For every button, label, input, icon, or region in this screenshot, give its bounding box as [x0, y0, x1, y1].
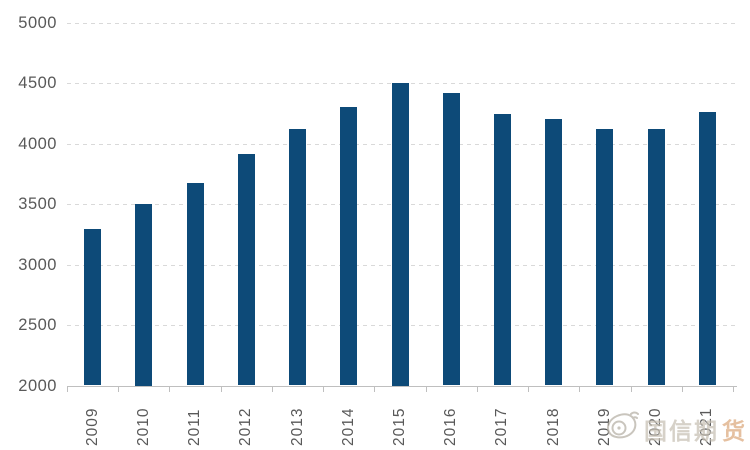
- x-tick-label: 2019: [595, 407, 613, 446]
- x-tick-label: 2014: [339, 407, 357, 446]
- x-axis-tick: [681, 386, 683, 392]
- y-tick-label: 5000: [18, 13, 57, 32]
- x-axis-tick: [169, 386, 171, 392]
- x-axis-tick: [425, 386, 427, 392]
- y-tick-label: 2000: [18, 376, 57, 395]
- bar-2018: [545, 119, 563, 386]
- x-tick-label: 2021: [698, 407, 716, 446]
- x-tick-label: 2016: [442, 407, 460, 446]
- x-tick-label: 2009: [83, 407, 101, 446]
- bar-2011: [186, 183, 204, 386]
- bar-2021: [698, 112, 716, 386]
- bar-2017: [493, 114, 511, 386]
- bar-2013: [289, 128, 307, 386]
- bar-2015: [391, 83, 409, 386]
- gridline: [67, 22, 737, 24]
- watermark-text-accent: 货: [722, 417, 747, 444]
- x-tick-label: 2015: [391, 407, 408, 446]
- x-axis-tick: [630, 386, 632, 392]
- bar-2014: [340, 107, 358, 386]
- x-tick-label: 2018: [544, 407, 562, 446]
- x-axis-tick: [220, 386, 222, 392]
- x-axis-tick: [118, 386, 120, 392]
- x-axis-tick: [271, 386, 273, 392]
- x-axis-line: [67, 385, 737, 387]
- x-axis-tick: [733, 386, 734, 392]
- x-tick-label: 2010: [134, 407, 152, 446]
- x-axis-tick: [374, 386, 376, 392]
- bar-2009: [84, 229, 102, 386]
- bar-2016: [442, 92, 460, 386]
- x-tick-label: 2017: [493, 407, 511, 446]
- x-tick-label: 2012: [237, 407, 255, 446]
- bar-2010: [135, 204, 153, 386]
- x-tick-label: 2013: [288, 407, 306, 446]
- bar-2012: [237, 154, 255, 386]
- y-tick-label: 4500: [18, 74, 57, 92]
- watermark: 国信期 货: [604, 408, 747, 449]
- x-axis-tick: [67, 386, 68, 392]
- x-axis-tick: [323, 386, 325, 392]
- x-tick-label: 2020: [647, 407, 665, 446]
- y-tick-label: 2500: [18, 316, 57, 334]
- bar-2019: [596, 128, 614, 386]
- bar-2020: [647, 128, 665, 386]
- y-tick-label: 3000: [18, 255, 57, 274]
- x-axis-tick: [579, 386, 581, 392]
- x-tick-label: 2011: [186, 408, 204, 446]
- y-tick-label: 3500: [18, 195, 57, 213]
- x-axis-tick: [528, 386, 530, 392]
- y-tick-label: 4000: [18, 134, 57, 153]
- x-axis-tick: [476, 386, 478, 392]
